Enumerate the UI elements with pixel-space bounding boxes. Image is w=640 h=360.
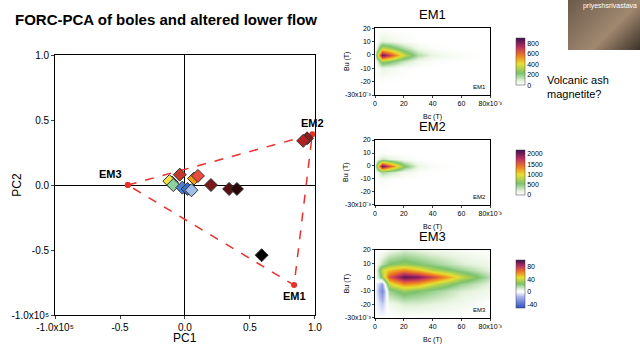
svg-text:20: 20 [363, 136, 371, 143]
svg-text:FORC-PCA of boles and altered: FORC-PCA of boles and altered lower flow [15, 11, 317, 28]
svg-text:500: 500 [527, 181, 539, 188]
svg-text:0: 0 [367, 274, 371, 281]
svg-text:0: 0 [527, 288, 531, 295]
svg-text:40: 40 [527, 276, 535, 283]
svg-text:80: 80 [527, 263, 535, 270]
svg-text:EM3: EM3 [419, 229, 446, 244]
svg-text:400: 400 [527, 61, 539, 68]
svg-text:-0.5: -0.5 [32, 245, 50, 256]
svg-text:60: 60 [458, 210, 466, 217]
svg-text:600: 600 [527, 50, 539, 57]
svg-text:0: 0 [527, 191, 531, 198]
svg-text:-10: -10 [361, 287, 371, 294]
svg-text:-20: -20 [361, 301, 371, 308]
svg-text:-10: -10 [361, 65, 371, 72]
svg-text:0.5: 0.5 [243, 322, 257, 333]
svg-text:EM1: EM1 [419, 7, 446, 22]
svg-text:Volcanic ashmagnetite?: Volcanic ashmagnetite? [547, 74, 609, 100]
svg-text:-40: -40 [527, 301, 537, 308]
svg-text:Bu (T): Bu (T) [342, 162, 350, 181]
svg-text:20: 20 [400, 323, 408, 330]
svg-text:10: 10 [363, 260, 371, 267]
svg-text:PC1: PC1 [173, 331, 197, 345]
svg-text:EM3: EM3 [473, 307, 486, 313]
svg-text:0: 0 [367, 162, 371, 169]
svg-text:40: 40 [429, 100, 437, 107]
svg-text:10: 10 [363, 149, 371, 156]
svg-text:-30x10⁻³: -30x10⁻³ [345, 91, 371, 98]
svg-text:800: 800 [527, 40, 539, 47]
svg-text:60: 60 [458, 100, 466, 107]
svg-text:-1.0x10⁵: -1.0x10⁵ [12, 310, 50, 321]
svg-text:0: 0 [373, 210, 377, 217]
svg-text:0.5: 0.5 [35, 115, 49, 126]
svg-text:40: 40 [429, 210, 437, 217]
svg-text:0.0: 0.0 [178, 322, 192, 333]
svg-text:20: 20 [400, 210, 408, 217]
svg-text:EM2: EM2 [419, 119, 446, 134]
svg-text:1500: 1500 [527, 161, 543, 168]
svg-text:1.0: 1.0 [308, 322, 322, 333]
svg-text:60: 60 [458, 323, 466, 330]
svg-text:80x10⁻³: 80x10⁻³ [479, 100, 503, 107]
svg-text:-20: -20 [361, 78, 371, 85]
svg-text:20: 20 [363, 246, 371, 253]
svg-text:2000: 2000 [527, 150, 543, 157]
svg-text:200: 200 [527, 71, 539, 78]
svg-text:EM1: EM1 [283, 290, 306, 302]
svg-text:EM2: EM2 [473, 194, 486, 200]
svg-text:80x10⁻³: 80x10⁻³ [479, 323, 503, 330]
svg-text:-30x10⁻³: -30x10⁻³ [345, 314, 371, 321]
svg-text:EM1: EM1 [473, 84, 486, 90]
svg-text:10: 10 [363, 38, 371, 45]
svg-text:Bu (T): Bu (T) [343, 274, 351, 293]
svg-text:Bc (T): Bc (T) [423, 223, 442, 231]
html-text:priyeshsrivastava: priyeshsrivastava [582, 2, 637, 9]
svg-text:-10: -10 [361, 175, 371, 182]
svg-text:0: 0 [373, 323, 377, 330]
svg-text:EM2: EM2 [301, 117, 324, 129]
svg-text:1.0: 1.0 [35, 50, 49, 61]
svg-text:Bc (T): Bc (T) [423, 113, 442, 121]
svg-text:0: 0 [367, 51, 371, 58]
svg-text:1000: 1000 [527, 171, 543, 178]
svg-text:-30x10⁻³: -30x10⁻³ [345, 201, 371, 208]
svg-text:0: 0 [373, 100, 377, 107]
svg-text:20: 20 [363, 25, 371, 32]
svg-text:40: 40 [429, 323, 437, 330]
svg-text:80x10⁻³: 80x10⁻³ [479, 210, 503, 217]
svg-text:Bu (T): Bu (T) [343, 52, 351, 71]
svg-text:-1.0x10⁵: -1.0x10⁵ [36, 322, 74, 333]
svg-text:-0.5: -0.5 [111, 322, 129, 333]
svg-text:EM3: EM3 [99, 168, 122, 180]
svg-text:Bc (T): Bc (T) [423, 336, 442, 344]
svg-text:0.0: 0.0 [35, 180, 49, 191]
svg-text:20: 20 [400, 100, 408, 107]
svg-text:-20: -20 [361, 188, 371, 195]
svg-text:PC2: PC2 [10, 173, 24, 197]
svg-text:0: 0 [527, 82, 531, 89]
